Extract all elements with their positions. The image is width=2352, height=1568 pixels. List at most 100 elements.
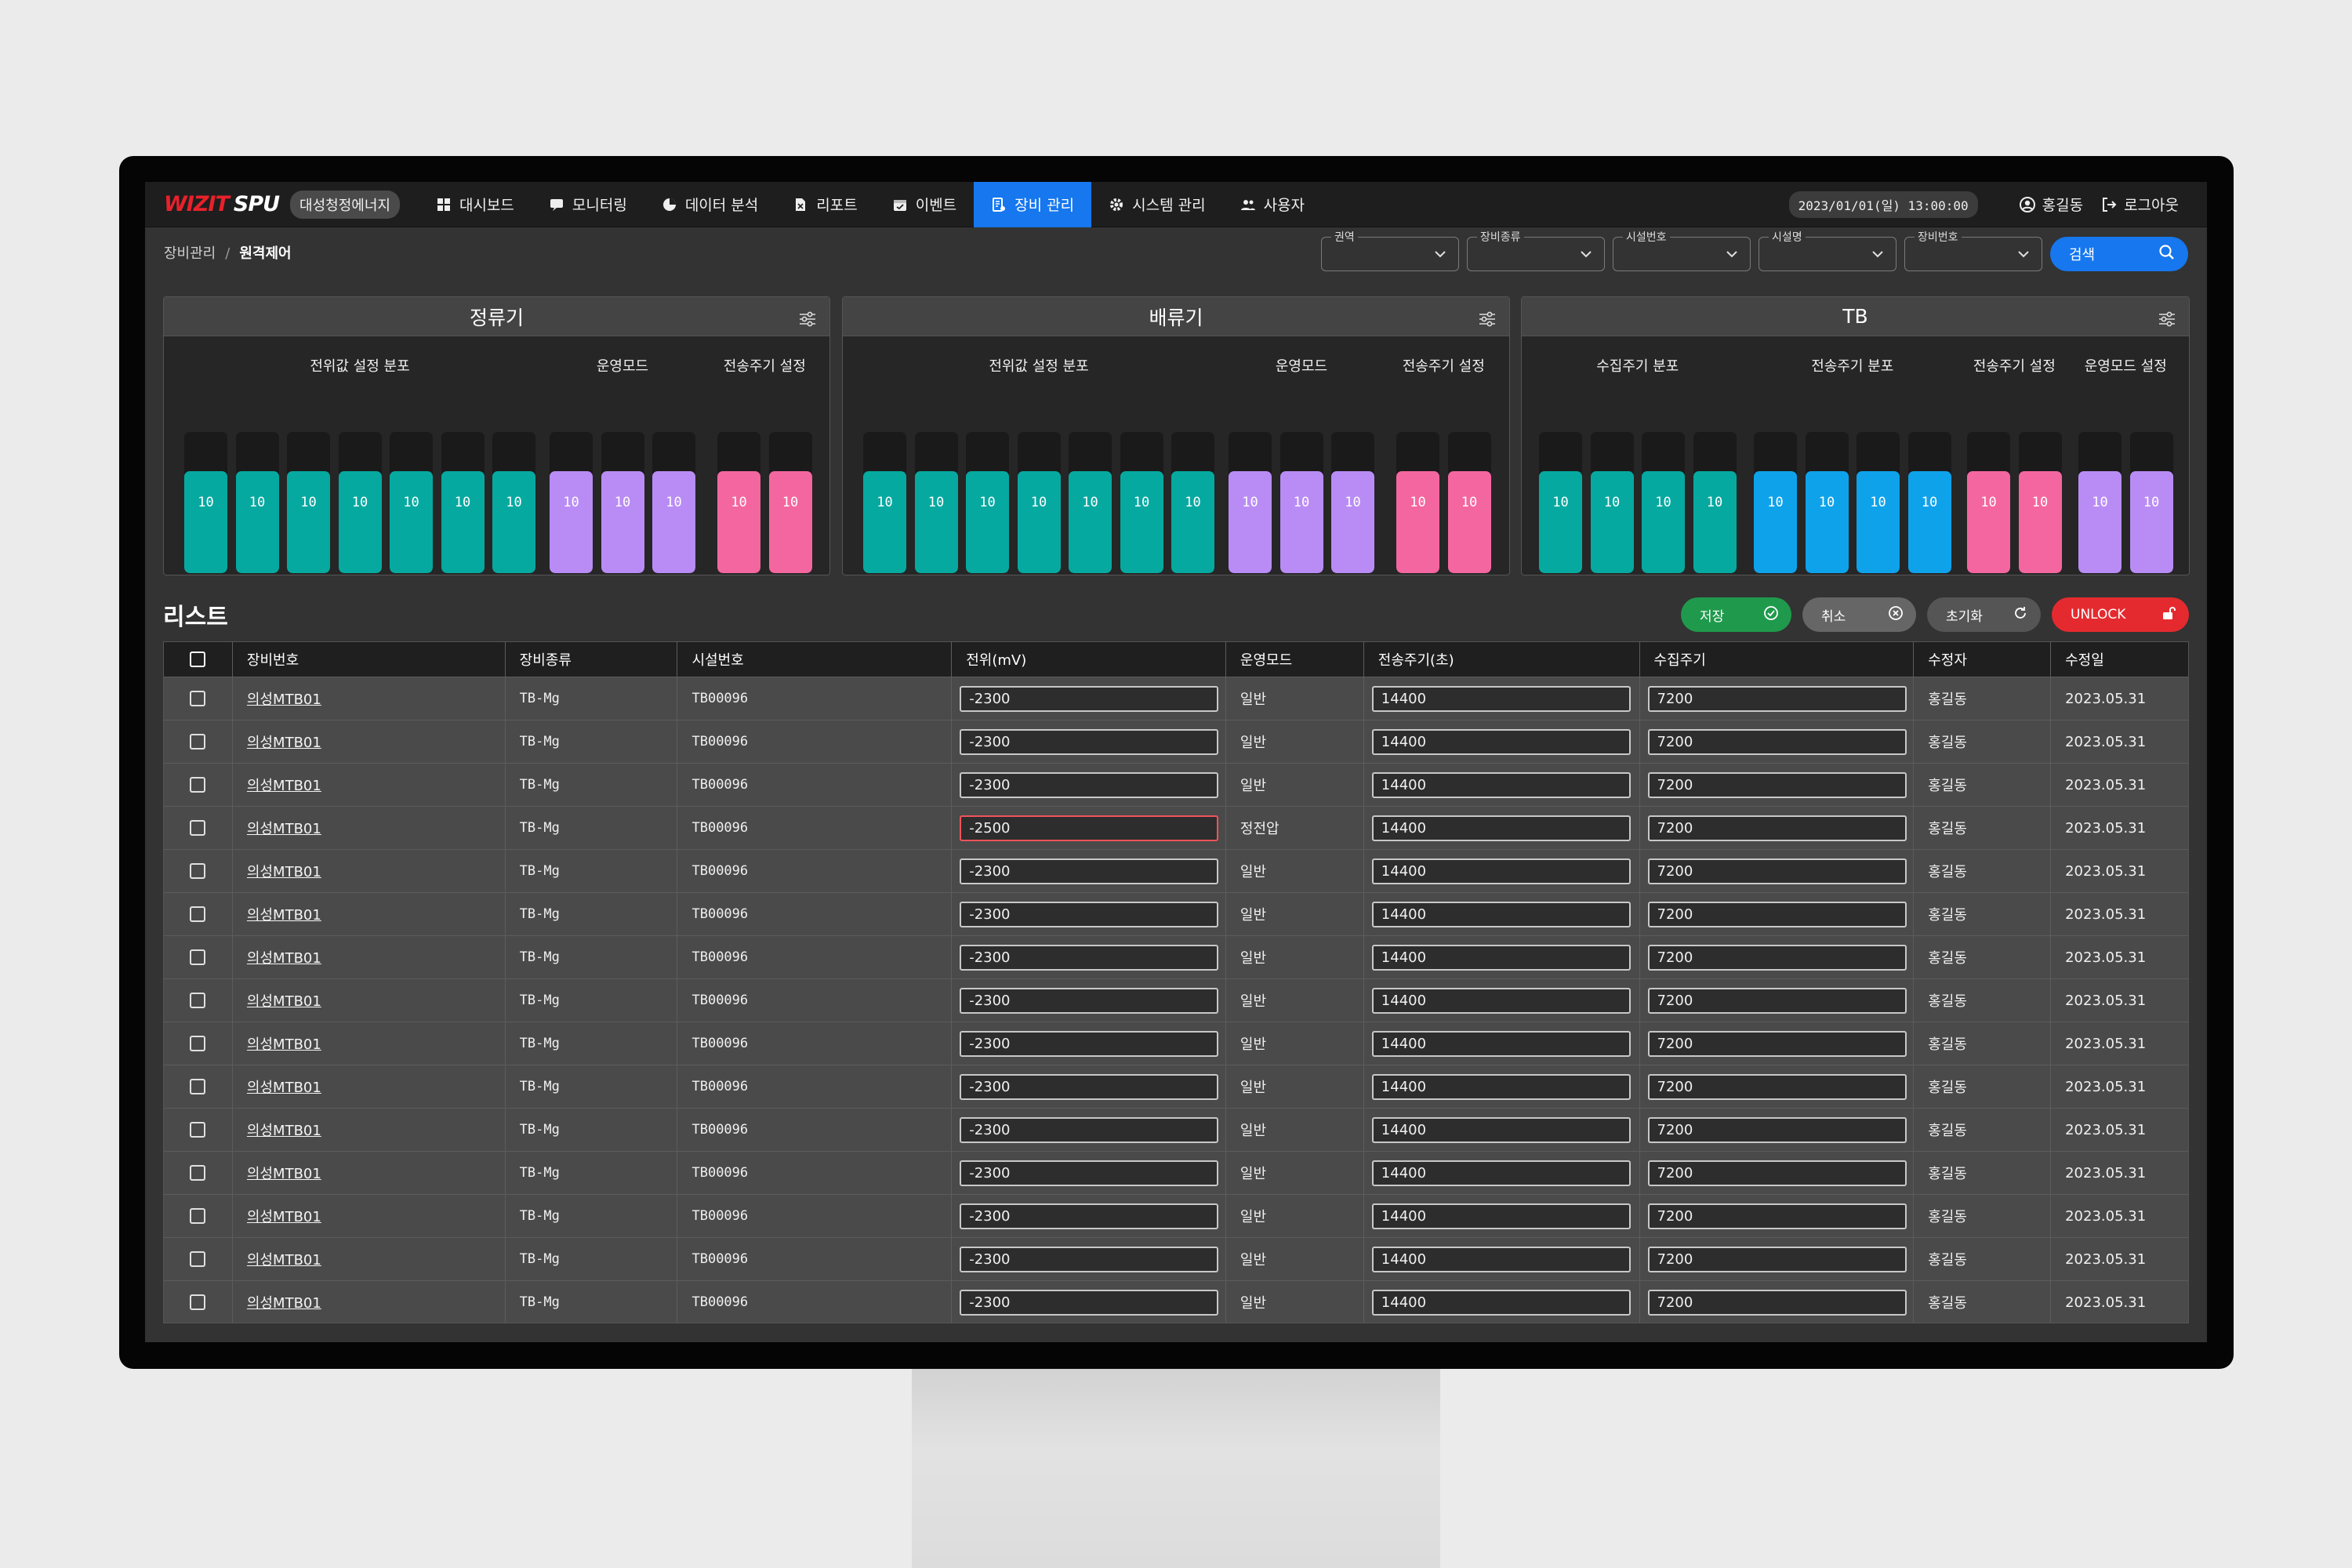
column-header[interactable]: 시설번호 — [677, 642, 953, 677]
device-id-link[interactable]: 의성MTB01 — [246, 735, 321, 751]
search-button[interactable]: 검색 — [2050, 237, 2188, 271]
collect-cycle-input[interactable]: 7200 — [1647, 1030, 1907, 1057]
settings-sliders-icon[interactable] — [2158, 309, 2176, 332]
collect-cycle-input[interactable]: 7200 — [1647, 1246, 1907, 1272]
bar[interactable]: 10 — [1069, 432, 1112, 573]
bar[interactable]: 10 — [1907, 432, 1951, 573]
logout-button[interactable]: 로그아웃 — [2100, 194, 2179, 215]
potential-input[interactable]: -2300 — [960, 1203, 1219, 1229]
bar[interactable]: 10 — [1805, 432, 1849, 573]
nav-item-8[interactable]: 사용자 — [1223, 182, 1322, 227]
send-cycle-input[interactable]: 14400 — [1371, 1203, 1631, 1229]
bar[interactable]: 10 — [863, 432, 906, 573]
device-id-link[interactable]: 의성MTB01 — [246, 907, 321, 924]
bar[interactable]: 10 — [1396, 432, 1439, 573]
bar[interactable]: 10 — [1590, 432, 1634, 573]
column-header[interactable]: 수정자 — [1914, 642, 2052, 677]
settings-sliders-icon[interactable] — [1478, 309, 1497, 332]
bar[interactable]: 10 — [1331, 432, 1374, 573]
bar[interactable]: 10 — [1754, 432, 1797, 573]
row-checkbox[interactable] — [190, 734, 206, 750]
bar[interactable]: 10 — [1229, 432, 1272, 573]
send-cycle-input[interactable]: 14400 — [1371, 1246, 1631, 1272]
potential-input[interactable]: -2300 — [960, 771, 1219, 798]
potential-input[interactable]: -2300 — [960, 728, 1219, 755]
row-checkbox[interactable] — [190, 863, 206, 879]
potential-input[interactable]: -2300 — [960, 685, 1219, 712]
device-id-link[interactable]: 의성MTB01 — [246, 864, 321, 880]
device-id-link[interactable]: 의성MTB01 — [246, 1295, 321, 1312]
send-cycle-input[interactable]: 14400 — [1371, 1116, 1631, 1143]
potential-input[interactable]: -2500 — [960, 815, 1219, 841]
row-checkbox[interactable] — [190, 691, 206, 706]
send-cycle-input[interactable]: 14400 — [1371, 1160, 1631, 1186]
bar[interactable]: 10 — [601, 432, 644, 573]
filter-select-1[interactable]: 권역 — [1321, 229, 1459, 271]
row-checkbox[interactable] — [190, 906, 206, 922]
column-header[interactable]: 전송주기(초) — [1364, 642, 1640, 677]
collect-cycle-input[interactable]: 7200 — [1647, 728, 1907, 755]
row-checkbox[interactable] — [190, 777, 206, 793]
potential-input[interactable]: -2300 — [960, 1030, 1219, 1057]
send-cycle-input[interactable]: 14400 — [1371, 1289, 1631, 1316]
collect-cycle-input[interactable]: 7200 — [1647, 1073, 1907, 1100]
nav-item-5[interactable]: 이벤트 — [875, 182, 974, 227]
row-checkbox[interactable] — [190, 1079, 206, 1094]
device-id-link[interactable]: 의성MTB01 — [246, 1080, 321, 1096]
brand-logo[interactable]: WIZIT SPU — [164, 192, 280, 216]
bar[interactable]: 10 — [2018, 432, 2062, 573]
row-checkbox[interactable] — [190, 1208, 206, 1224]
row-checkbox[interactable] — [190, 1251, 206, 1267]
bar[interactable]: 10 — [1171, 432, 1214, 573]
row-checkbox[interactable] — [190, 1122, 206, 1138]
device-id-link[interactable]: 의성MTB01 — [246, 821, 321, 837]
column-header[interactable]: 장비종류 — [506, 642, 678, 677]
column-header[interactable]: 운영모드 — [1226, 642, 1364, 677]
bar[interactable]: 10 — [338, 432, 382, 573]
send-cycle-input[interactable]: 14400 — [1371, 771, 1631, 798]
send-cycle-input[interactable]: 14400 — [1371, 728, 1631, 755]
bar[interactable]: 10 — [1642, 432, 1685, 573]
filter-select-4[interactable]: 시설명 — [1759, 229, 1896, 271]
send-cycle-input[interactable]: 14400 — [1371, 944, 1631, 971]
device-id-link[interactable]: 의성MTB01 — [246, 1166, 321, 1182]
action-button-2[interactable]: 취소 — [1802, 597, 1916, 632]
potential-input[interactable]: -2300 — [960, 1289, 1219, 1316]
bar[interactable]: 10 — [287, 432, 330, 573]
nav-item-6[interactable]: 장비 관리 — [974, 182, 1092, 227]
potential-input[interactable]: -2300 — [960, 901, 1219, 927]
potential-input[interactable]: -2300 — [960, 987, 1219, 1014]
device-id-link[interactable]: 의성MTB01 — [246, 1036, 321, 1053]
nav-item-1[interactable]: 대시보드 — [419, 182, 532, 227]
nav-item-2[interactable]: 모니터링 — [532, 182, 644, 227]
potential-input[interactable]: -2300 — [960, 1116, 1219, 1143]
potential-input[interactable]: -2300 — [960, 858, 1219, 884]
send-cycle-input[interactable]: 14400 — [1371, 815, 1631, 841]
potential-input[interactable]: -2300 — [960, 1073, 1219, 1100]
bar[interactable]: 10 — [1693, 432, 1737, 573]
device-id-link[interactable]: 의성MTB01 — [246, 950, 321, 967]
send-cycle-input[interactable]: 14400 — [1371, 1073, 1631, 1100]
collect-cycle-input[interactable]: 7200 — [1647, 987, 1907, 1014]
potential-input[interactable]: -2300 — [960, 1160, 1219, 1186]
row-checkbox[interactable] — [190, 1165, 206, 1181]
bar[interactable]: 10 — [1857, 432, 1900, 573]
column-header[interactable]: 장비번호 — [233, 642, 506, 677]
filter-select-3[interactable]: 시설번호 — [1613, 229, 1751, 271]
user-menu[interactable]: 홍길동 — [2019, 194, 2083, 215]
row-checkbox[interactable] — [190, 820, 206, 836]
device-id-link[interactable]: 의성MTB01 — [246, 993, 321, 1010]
column-header[interactable]: 전위(mV) — [952, 642, 1226, 677]
device-id-link[interactable]: 의성MTB01 — [246, 778, 321, 794]
potential-input[interactable]: -2300 — [960, 944, 1219, 971]
nav-item-4[interactable]: 리포트 — [775, 182, 874, 227]
bar[interactable]: 10 — [768, 432, 812, 573]
collect-cycle-input[interactable]: 7200 — [1647, 944, 1907, 971]
collect-cycle-input[interactable]: 7200 — [1647, 901, 1907, 927]
collect-cycle-input[interactable]: 7200 — [1647, 1289, 1907, 1316]
column-header[interactable]: 수정일 — [2065, 652, 2104, 669]
row-checkbox[interactable] — [190, 1294, 206, 1310]
bar[interactable]: 10 — [235, 432, 279, 573]
breadcrumb-parent[interactable]: 장비관리 — [164, 245, 216, 262]
device-id-link[interactable]: 의성MTB01 — [246, 1123, 321, 1139]
